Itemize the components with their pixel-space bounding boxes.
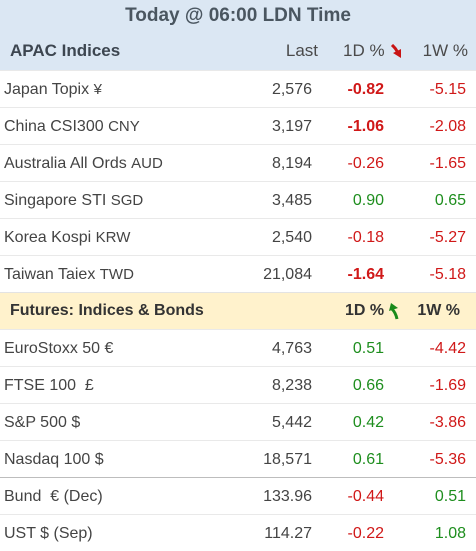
table-row: UST $ (Sep) 114.27 -0.22 1.08 bbox=[0, 514, 476, 551]
table-row: Singapore STI SGD 3,485 0.90 0.65 bbox=[0, 181, 476, 218]
table-row: Taiwan Taiex TWD 21,084 -1.64 -5.18 bbox=[0, 255, 476, 292]
last-value: 2,540 bbox=[271, 229, 312, 246]
last-value: 18,571 bbox=[263, 451, 312, 468]
index-name: Korea Kospi KRW bbox=[4, 229, 131, 246]
future-name: FTSE 100 £ bbox=[4, 377, 94, 394]
one-day-change: -0.26 bbox=[347, 155, 384, 172]
one-day-change: -0.18 bbox=[347, 229, 384, 246]
apac-header-label: APAC Indices bbox=[10, 41, 121, 60]
future-name: S&P 500 $ bbox=[4, 414, 81, 431]
index-name: Singapore STI SGD bbox=[4, 192, 144, 209]
table-row: China CSI300 CNY 3,197 -1.06 -2.08 bbox=[0, 107, 476, 144]
last-value: 133.96 bbox=[263, 488, 312, 505]
table-title: Today @ 06:00 LDN Time bbox=[0, 0, 476, 34]
apac-1d-column-header: 1D % bbox=[343, 41, 403, 61]
apac-header: APAC Indices Last 1D % 1W % bbox=[0, 34, 476, 70]
table-row: S&P 500 $ 5,442 0.42 -3.86 bbox=[0, 403, 476, 440]
index-name: Japan Topix ¥ bbox=[4, 81, 102, 98]
one-day-change: -1.64 bbox=[347, 266, 384, 283]
last-value: 4,763 bbox=[271, 340, 312, 357]
last-value: 5,442 bbox=[271, 414, 312, 431]
table-row: Japan Topix ¥ 2,576 -0.82 -5.15 bbox=[0, 70, 476, 107]
futures-1w-column-header: 1W % bbox=[417, 302, 460, 319]
last-column-header: Last bbox=[285, 41, 318, 60]
one-day-change: 0.42 bbox=[352, 414, 384, 431]
one-day-change: -0.44 bbox=[347, 488, 384, 505]
one-day-change: -1.06 bbox=[347, 118, 384, 135]
future-name: Bund € (Dec) bbox=[4, 488, 103, 505]
one-week-change: -1.65 bbox=[429, 155, 466, 172]
green-up-arrow-icon bbox=[389, 303, 399, 320]
one-day-change: 0.61 bbox=[352, 451, 384, 468]
futures-header-label: Futures: Indices & Bonds bbox=[10, 302, 204, 319]
red-down-arrow-icon bbox=[390, 43, 401, 58]
one-week-change: -1.69 bbox=[429, 377, 466, 394]
one-week-change: -5.18 bbox=[429, 266, 466, 283]
one-day-change: -0.22 bbox=[347, 525, 384, 542]
index-name: China CSI300 CNY bbox=[4, 118, 140, 135]
last-value: 21,084 bbox=[263, 266, 312, 283]
one-week-change: -5.36 bbox=[429, 451, 466, 468]
table-row: FTSE 100 £ 8,238 0.66 -1.69 bbox=[0, 366, 476, 403]
table-row: Australia All Ords AUD 8,194 -0.26 -1.65 bbox=[0, 144, 476, 181]
last-value: 3,197 bbox=[271, 118, 312, 135]
last-value: 8,194 bbox=[271, 155, 312, 172]
futures-1d-column-header: 1D % bbox=[345, 302, 402, 320]
one-week-change: -5.15 bbox=[429, 81, 466, 98]
future-name: Nasdaq 100 $ bbox=[4, 451, 104, 468]
futures-header: Futures: Indices & Bonds 1D % 1W % bbox=[0, 292, 476, 329]
one-day-change: 0.51 bbox=[352, 340, 384, 357]
index-name: Taiwan Taiex TWD bbox=[4, 266, 134, 283]
future-name: UST $ (Sep) bbox=[4, 525, 93, 542]
one-week-change: 1.08 bbox=[434, 525, 466, 542]
one-week-change: 0.51 bbox=[434, 488, 466, 505]
index-name: Australia All Ords AUD bbox=[4, 155, 163, 172]
table-row: EuroStoxx 50 € 4,763 0.51 -4.42 bbox=[0, 329, 476, 366]
one-week-change: -4.42 bbox=[429, 340, 466, 357]
last-value: 2,576 bbox=[271, 81, 312, 98]
one-day-change: -0.82 bbox=[347, 81, 384, 98]
one-week-change: 0.65 bbox=[434, 192, 466, 209]
one-day-change: 0.90 bbox=[352, 192, 384, 209]
one-week-change: -2.08 bbox=[429, 118, 466, 135]
one-week-change: -5.27 bbox=[429, 229, 466, 246]
last-value: 3,485 bbox=[271, 192, 312, 209]
table-row: Korea Kospi KRW 2,540 -0.18 -5.27 bbox=[0, 218, 476, 255]
one-week-change: -3.86 bbox=[429, 414, 466, 431]
future-name: EuroStoxx 50 € bbox=[4, 340, 114, 357]
last-value: 8,238 bbox=[271, 377, 312, 394]
one-day-change: 0.66 bbox=[352, 377, 384, 394]
table-row: Bund € (Dec) 133.96 -0.44 0.51 bbox=[0, 477, 476, 514]
table-row: Nasdaq 100 $ 18,571 0.61 -5.36 bbox=[0, 440, 476, 477]
last-value: 114.27 bbox=[264, 525, 312, 542]
apac-1w-column-header: 1W % bbox=[422, 41, 468, 60]
